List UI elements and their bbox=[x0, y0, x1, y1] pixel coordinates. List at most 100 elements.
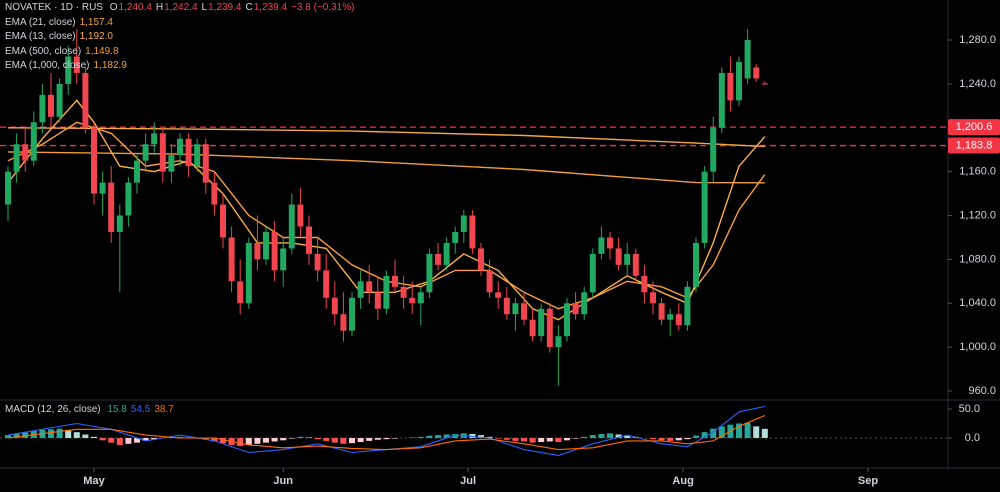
y-tick-label: 960.0 bbox=[968, 385, 996, 397]
macd-hist-bar bbox=[435, 435, 442, 438]
y-tick-label: 1,040.0 bbox=[959, 297, 996, 309]
macd-hist-bar bbox=[366, 437, 373, 441]
macd-hist-bar bbox=[220, 437, 227, 444]
candle-body bbox=[667, 314, 674, 320]
macd-hist-bar bbox=[443, 434, 450, 438]
candle-body bbox=[228, 237, 235, 282]
candle-body bbox=[503, 297, 510, 315]
candle-body bbox=[99, 182, 106, 194]
macd-hist-bar bbox=[177, 436, 184, 438]
candle-body bbox=[624, 253, 631, 265]
macd-hist-bar bbox=[13, 433, 20, 438]
change: −3.8 (−0.31%) bbox=[291, 2, 355, 13]
candle-body bbox=[185, 138, 192, 167]
macd-hist-bar bbox=[151, 437, 158, 440]
candle-body bbox=[323, 270, 330, 298]
candle-body bbox=[357, 281, 364, 298]
candle-body bbox=[598, 237, 605, 254]
macd-hist-bar bbox=[615, 434, 622, 438]
macd-hist-bar bbox=[116, 437, 123, 445]
macd-hist-bar bbox=[521, 437, 528, 442]
candle-body bbox=[641, 275, 648, 293]
candle-body bbox=[684, 286, 691, 326]
candle-body bbox=[589, 253, 596, 293]
macd-hist-bar bbox=[624, 435, 631, 438]
ohlc-value: 1,242.4 bbox=[164, 2, 198, 13]
candle-body bbox=[581, 292, 588, 315]
y-tick-label: 1,000.0 bbox=[959, 341, 996, 353]
macd-hist-bar bbox=[237, 437, 244, 447]
candle-body bbox=[306, 226, 313, 254]
candle-body bbox=[460, 215, 467, 232]
candle-body bbox=[417, 292, 424, 304]
legend-name: EMA (1,000, close) bbox=[5, 60, 90, 71]
header-row: NOVATEK · 1D · RUS O1,240.4 H1,242.4 L1,23… bbox=[5, 1, 358, 16]
macd-hist-bar bbox=[718, 426, 725, 438]
macd-hist-bar bbox=[125, 437, 132, 444]
candle-body bbox=[177, 138, 184, 156]
x-tick-label: Aug bbox=[672, 475, 693, 487]
macd-hist-bar bbox=[47, 429, 54, 438]
candle-body bbox=[39, 94, 46, 123]
macd-hist-bar bbox=[589, 435, 596, 438]
y-tick-label: 1,120.0 bbox=[959, 209, 996, 221]
candle-body bbox=[159, 133, 166, 172]
candle-body bbox=[202, 144, 209, 183]
candle-body bbox=[30, 122, 37, 161]
candle-body bbox=[607, 237, 614, 249]
macd-hist-bar bbox=[288, 437, 295, 439]
macd-hist-bar bbox=[701, 432, 708, 438]
macd-hist-bar bbox=[65, 429, 72, 438]
macd-hist-bar bbox=[667, 437, 674, 441]
legend-value: 1,149.8 bbox=[85, 45, 119, 57]
macd-hist-bar bbox=[572, 437, 579, 439]
macd-hist-bar bbox=[56, 428, 63, 438]
macd-hist-bar bbox=[91, 436, 98, 438]
x-tick-label: Jul bbox=[460, 475, 476, 487]
candle-body bbox=[658, 303, 665, 320]
candle-body bbox=[495, 292, 502, 298]
macd-hist-bar bbox=[134, 437, 141, 443]
candle-body bbox=[73, 56, 80, 73]
candle-body bbox=[452, 231, 459, 243]
macd-hist-bar bbox=[4, 435, 11, 438]
candle-body bbox=[4, 171, 11, 205]
macd-hist-bar bbox=[331, 437, 338, 443]
macd-hist-bar bbox=[426, 435, 433, 438]
legend-entry: EMA (21, close) 1,157.4 bbox=[5, 16, 358, 31]
candle-body bbox=[65, 56, 72, 84]
candle-body bbox=[392, 275, 399, 287]
macd-hist-bar bbox=[495, 437, 502, 439]
candle-body bbox=[564, 303, 571, 337]
macd-hist-bar bbox=[538, 437, 545, 443]
macd-legend: MACD (12, 26, close) 15.8 54.5 38.7 bbox=[5, 403, 178, 418]
y-tick-label: 1,080.0 bbox=[959, 253, 996, 265]
macd-hist-bar bbox=[108, 437, 115, 443]
candle-body bbox=[220, 204, 227, 238]
candle-body bbox=[443, 242, 450, 265]
candle-body bbox=[374, 292, 381, 309]
macd-hist-bar bbox=[675, 437, 682, 441]
macd-hist-bar bbox=[22, 432, 29, 438]
legend-value: 54.5 bbox=[130, 404, 151, 415]
macd-hist-bar bbox=[469, 433, 476, 438]
macd-hist-bar bbox=[349, 437, 356, 444]
candle-body bbox=[538, 308, 545, 337]
macd-hist-bar bbox=[340, 437, 347, 444]
macd-hist-bar bbox=[314, 437, 321, 440]
candle-body bbox=[512, 303, 519, 315]
candle-body bbox=[409, 297, 416, 304]
macd-hist-bar bbox=[503, 437, 510, 440]
macd-hist-bar bbox=[280, 437, 287, 441]
candle-body bbox=[478, 248, 485, 271]
legend-value: 38.7 bbox=[154, 404, 174, 415]
macd-hist-bar bbox=[374, 437, 381, 440]
candle-body bbox=[211, 182, 218, 205]
candle-body bbox=[701, 171, 708, 243]
macd-hist-bar bbox=[99, 437, 106, 441]
macd-hist-bar bbox=[546, 437, 553, 442]
macd-hist-bar bbox=[753, 426, 760, 438]
candle-body bbox=[116, 215, 123, 232]
candle-body bbox=[426, 253, 433, 293]
